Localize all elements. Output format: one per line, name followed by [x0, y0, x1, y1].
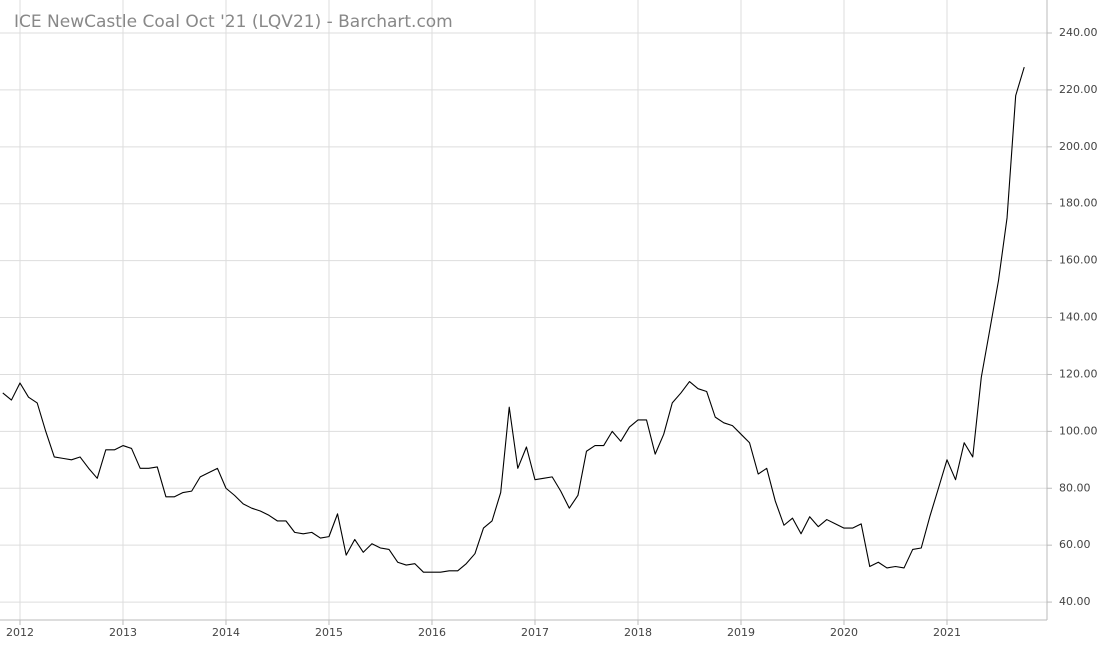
x-tick-label: 2019 [727, 626, 755, 639]
x-tick-label: 2018 [624, 626, 652, 639]
axes: 40.00 60.00 80.00 100.00 120.00 140.00 160.00 1… [6, 26, 1098, 639]
y-tick-label: 60.00 [1059, 538, 1091, 551]
y-tick-label: 40.00 [1059, 595, 1091, 608]
x-tick-label: 2012 [6, 626, 34, 639]
y-tick-label: 100.00 [1059, 424, 1098, 437]
y-tick-label: 220.00 [1059, 83, 1098, 96]
grid [0, 0, 1047, 620]
y-tick-label: 120.00 [1059, 367, 1098, 380]
price-line [2, 66, 1025, 573]
y-tick-label: 80.00 [1059, 481, 1091, 494]
chart-title: ICE NewCastle Coal Oct '21 (LQV21) - Bar… [14, 12, 453, 32]
y-tick-label: 160.00 [1059, 254, 1098, 267]
x-tick-label: 2016 [418, 626, 446, 639]
y-tick-label: 180.00 [1059, 197, 1098, 210]
y-tick-label: 140.00 [1059, 311, 1098, 324]
y-tick-label: 240.00 [1059, 26, 1098, 39]
x-tick-label: 2017 [521, 626, 549, 639]
x-tick-label: 2013 [109, 626, 137, 639]
y-tick-label: 200.00 [1059, 140, 1098, 153]
plot-area [2, 66, 1025, 573]
x-tick-label: 2015 [315, 626, 343, 639]
x-tick-label: 2020 [830, 626, 858, 639]
x-tick-label: 2014 [212, 626, 240, 639]
x-tick-label: 2021 [933, 626, 961, 639]
